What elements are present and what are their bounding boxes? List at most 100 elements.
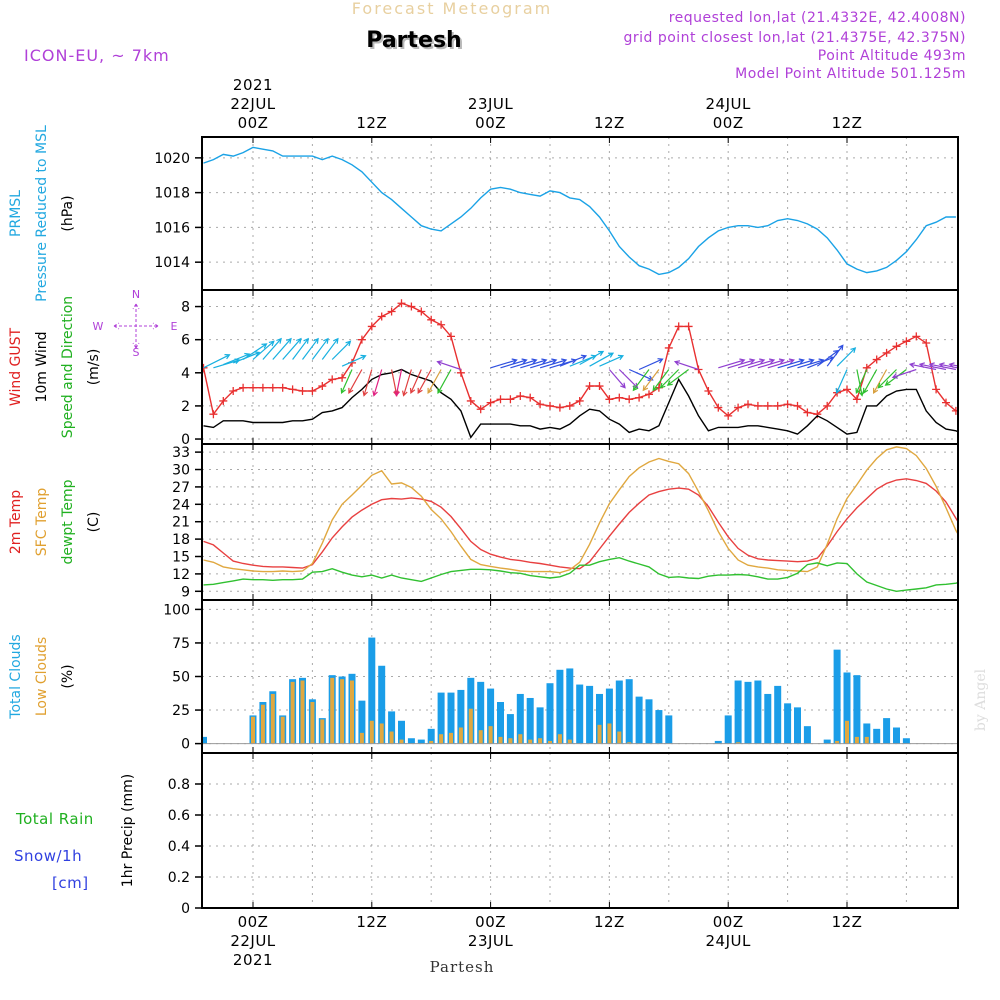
wind-arrow bbox=[777, 358, 805, 369]
y-tick-label: 1016 bbox=[154, 220, 190, 236]
y-axis-label: (%) bbox=[60, 664, 76, 688]
bar-total-clouds bbox=[853, 675, 861, 744]
gust-marker bbox=[852, 395, 861, 404]
bar-total-clouds bbox=[526, 697, 534, 744]
series-line-pressure bbox=[203, 146, 956, 276]
bar-total-clouds bbox=[883, 718, 891, 744]
y-axis-label: Pressure Reduced to MSL bbox=[34, 125, 50, 302]
location-title: Partesh bbox=[366, 28, 461, 53]
bar-total-clouds bbox=[506, 714, 514, 744]
bar-total-clouds bbox=[774, 685, 782, 744]
gust-marker bbox=[288, 385, 297, 394]
gust-marker bbox=[942, 398, 950, 407]
wind-arrow bbox=[873, 369, 888, 394]
gust-marker bbox=[506, 395, 515, 404]
bar-total-clouds bbox=[665, 715, 673, 744]
y-axis-label: 10m Wind bbox=[34, 331, 50, 402]
wind-arrow bbox=[427, 369, 442, 394]
bar-total-clouds bbox=[655, 710, 663, 744]
gust-marker bbox=[496, 395, 505, 404]
bar-low-clouds bbox=[389, 731, 394, 744]
compass-e: E bbox=[171, 320, 178, 333]
time-label-bottom: 24JUL bbox=[706, 932, 751, 950]
gust-marker bbox=[239, 383, 248, 392]
bar-total-clouds bbox=[754, 680, 762, 744]
bar-low-clouds bbox=[478, 730, 483, 744]
y-axis-label: dewpt Temp bbox=[60, 479, 76, 564]
wind-arrow bbox=[262, 337, 282, 360]
bar-low-clouds bbox=[548, 740, 552, 744]
y-tick-label: 18 bbox=[172, 532, 190, 548]
bar-low-clouds bbox=[429, 740, 434, 744]
model-altitude: Model Point Altitude 501.125m bbox=[735, 66, 966, 82]
y-tick-label: 27 bbox=[172, 480, 190, 496]
bar-total-clouds bbox=[724, 715, 732, 744]
credit: by Angel bbox=[973, 668, 989, 731]
time-label-top: 00Z bbox=[713, 114, 744, 132]
series-line-2m-temp bbox=[203, 478, 958, 570]
bar-total-clouds bbox=[794, 707, 801, 744]
bar-low-clouds bbox=[359, 732, 364, 744]
bar-total-clouds bbox=[902, 738, 910, 744]
bar-total-clouds bbox=[873, 728, 881, 744]
gust-marker bbox=[536, 400, 545, 409]
time-label-top: 12Z bbox=[832, 114, 863, 132]
gust-marker bbox=[486, 398, 495, 407]
gust-marker bbox=[843, 385, 851, 394]
gust-marker bbox=[902, 337, 911, 346]
wind-arrow bbox=[728, 358, 756, 369]
series-line-dewpt-temp bbox=[203, 556, 958, 593]
wind-arrow bbox=[632, 369, 650, 392]
y-tick-label: 0.8 bbox=[168, 777, 190, 793]
y-tick-label: 2 bbox=[181, 399, 190, 415]
gust-marker bbox=[427, 315, 436, 324]
time-label-bottom: 00Z bbox=[238, 913, 269, 931]
bar-low-clouds bbox=[864, 736, 869, 744]
gust-marker bbox=[982, 420, 990, 428]
bar-total-clouds bbox=[596, 693, 603, 744]
wind-arrow bbox=[559, 354, 588, 367]
y-tick-label: 0.4 bbox=[168, 839, 190, 855]
gust-marker bbox=[328, 375, 337, 384]
gust-marker bbox=[932, 385, 941, 394]
gust-marker bbox=[387, 307, 396, 316]
bar-total-clouds bbox=[734, 680, 742, 744]
time-label-bottom: 2021 bbox=[233, 951, 273, 969]
requested-coords: requested lon,lat (21.4332E, 42.4008N) bbox=[669, 10, 966, 26]
bar-total-clouds bbox=[358, 700, 366, 744]
gust-marker bbox=[268, 383, 277, 392]
gust-marker bbox=[635, 393, 644, 402]
gust-marker bbox=[645, 390, 653, 399]
time-label-bottom: 12Z bbox=[356, 913, 387, 931]
y-tick-label: 0 bbox=[181, 737, 190, 753]
bar-low-clouds bbox=[597, 724, 602, 744]
wind-arrow bbox=[836, 347, 857, 367]
y-axis-label: (C) bbox=[86, 512, 102, 533]
y-tick-label: 6 bbox=[181, 333, 190, 349]
panel-frame bbox=[201, 289, 959, 445]
wind-arrow bbox=[292, 337, 309, 360]
y-axis-label: (hPa) bbox=[60, 195, 76, 231]
wind-arrow bbox=[417, 369, 432, 394]
bar-low-clouds bbox=[251, 716, 255, 744]
gust-marker bbox=[308, 387, 317, 396]
panel-frame bbox=[201, 136, 959, 291]
y-tick-label: 8 bbox=[181, 300, 190, 316]
bar-low-clouds bbox=[538, 738, 543, 744]
time-label-bottom: 23JUL bbox=[468, 932, 513, 950]
y-tick-label: 100 bbox=[163, 602, 190, 618]
y-axis-label: PRMSL bbox=[8, 190, 24, 237]
bar-total-clouds bbox=[714, 740, 722, 744]
gust-marker bbox=[447, 332, 455, 341]
y-axis-label: Speed and Direction bbox=[60, 296, 76, 438]
wind-arrow bbox=[340, 369, 353, 395]
wind-arrow bbox=[203, 354, 231, 369]
gust-marker bbox=[882, 348, 891, 357]
bar-total-clouds bbox=[202, 736, 207, 744]
y-tick-label: 1020 bbox=[154, 151, 190, 167]
gust-marker bbox=[704, 387, 713, 396]
y-axis-label: SFC Temp bbox=[34, 488, 50, 557]
gust-marker bbox=[476, 405, 485, 414]
location-title-shadow: Partesh bbox=[368, 30, 463, 55]
